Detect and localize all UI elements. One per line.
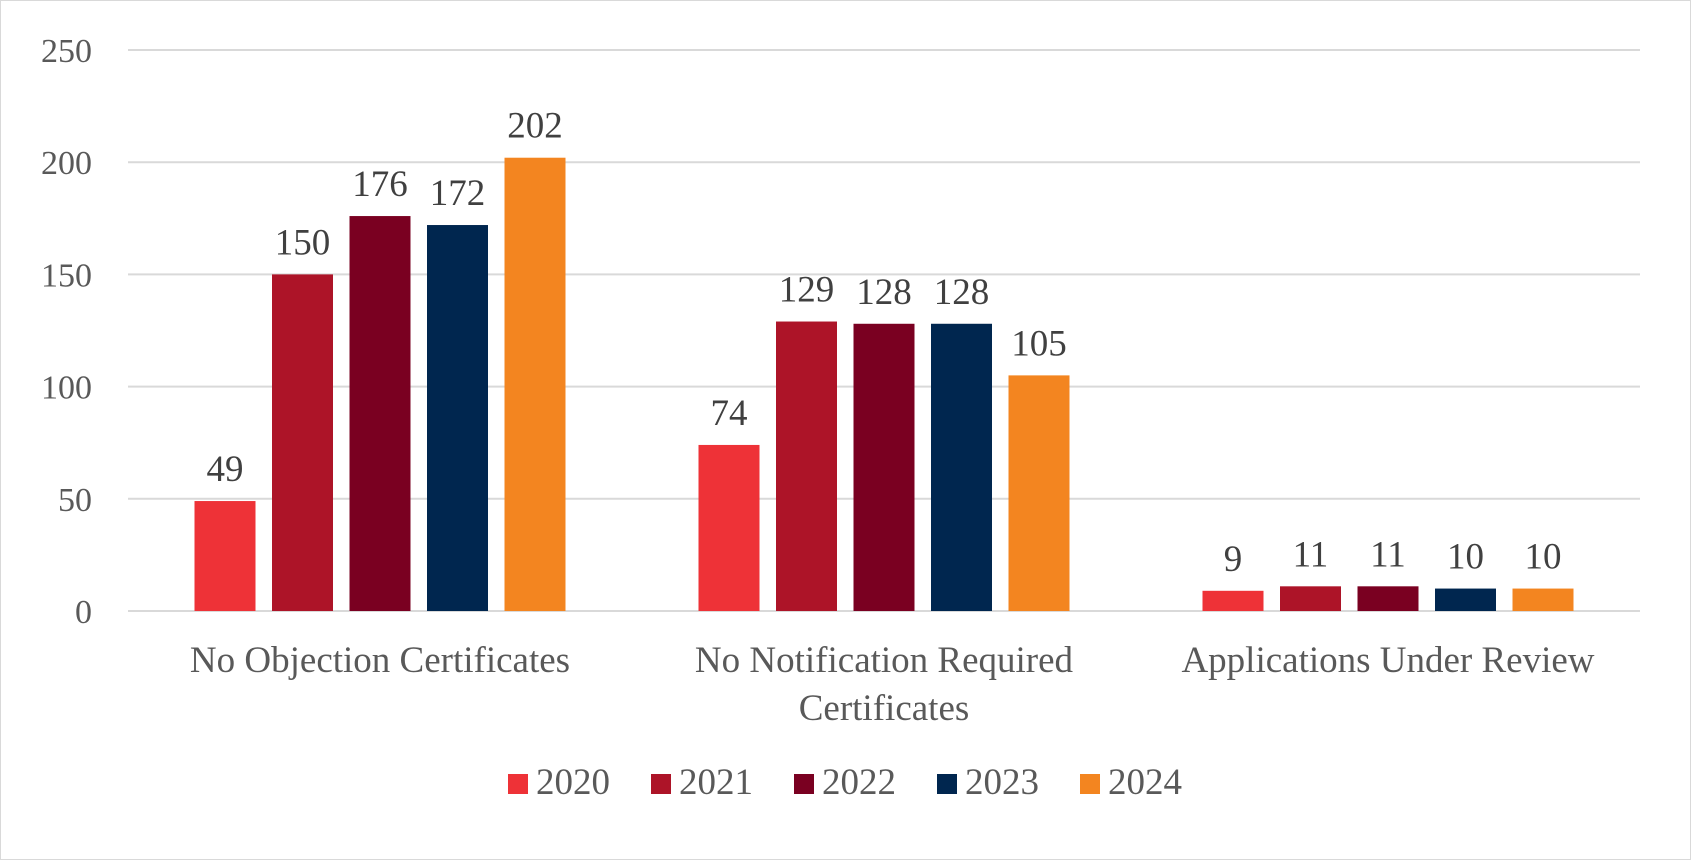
data-label-2022-cat0: 176	[352, 164, 408, 205]
y-tick-label-50: 50	[58, 482, 92, 519]
bar-2020-cat1	[698, 444, 760, 611]
legend-label-2022: 2022	[822, 762, 896, 803]
bar-2024-cat0	[504, 157, 566, 611]
data-label-2023-cat2: 10	[1447, 537, 1484, 578]
legend-label-2020: 2020	[536, 762, 610, 803]
legend-swatch-2023	[937, 774, 957, 794]
category-label-1-line1: Certificates	[799, 688, 970, 729]
data-label-2021-cat2: 11	[1293, 534, 1329, 575]
legend: 2020 2021 2022 2023 2024	[508, 762, 1182, 803]
y-tick-label-200: 200	[41, 145, 92, 182]
data-label-2022-cat1: 128	[856, 272, 912, 313]
category-label-1-line0: No Notification Required	[695, 640, 1074, 681]
data-label-2022-cat2: 11	[1370, 534, 1406, 575]
legend-swatch-2024	[1080, 774, 1100, 794]
bar-2020-cat2	[1202, 590, 1264, 611]
data-label-2024-cat1: 105	[1011, 323, 1067, 364]
bar-2022-cat2	[1357, 586, 1419, 611]
legend-swatch-2022	[794, 774, 814, 794]
data-label-2020-cat1: 74	[711, 393, 748, 434]
data-label-2024-cat2: 10	[1525, 537, 1562, 578]
category-label-0-line0: No Objection Certificates	[190, 640, 570, 681]
bar-2020-cat0	[194, 501, 256, 611]
data-labels: 49 150 176 172 202 74 129 128 128 105 9 11 11 10 10	[207, 106, 1562, 580]
data-label-2020-cat0: 49	[207, 449, 244, 490]
data-label-2021-cat0: 150	[275, 222, 331, 263]
bar-2024-cat1	[1008, 375, 1070, 611]
bar-2021-cat2	[1280, 586, 1341, 611]
data-label-2020-cat2: 9	[1224, 539, 1243, 580]
y-tick-label-100: 100	[41, 370, 92, 407]
data-label-2024-cat0: 202	[507, 106, 563, 147]
legend-swatch-2020	[508, 774, 528, 794]
bar-2022-cat0	[349, 216, 411, 611]
category-label-2-line0: Applications Under Review	[1181, 640, 1594, 681]
y-tick-label-250: 250	[41, 33, 92, 70]
bar-2023-cat2	[1435, 588, 1496, 611]
data-label-2023-cat0: 172	[430, 173, 486, 214]
data-label-2023-cat1: 128	[934, 272, 990, 313]
legend-label-2023: 2023	[965, 762, 1039, 803]
y-tick-label-0: 0	[75, 594, 92, 631]
bars	[194, 157, 1574, 612]
legend-label-2024: 2024	[1108, 762, 1182, 803]
y-tick-label-150: 150	[41, 257, 92, 294]
bar-2024-cat2	[1512, 588, 1574, 611]
bar-2021-cat1	[776, 321, 837, 611]
legend-swatch-2021	[651, 774, 671, 794]
legend-label-2021: 2021	[679, 762, 753, 803]
y-axis: 0 50 100 150 200 250	[41, 33, 92, 631]
bar-2022-cat1	[853, 323, 915, 611]
x-axis: No Objection Certificates No Notification…	[190, 640, 1595, 729]
bar-2023-cat0	[427, 225, 488, 612]
bar-2021-cat0	[272, 274, 333, 611]
bar-2023-cat1	[931, 323, 992, 611]
data-label-2021-cat1: 129	[779, 270, 835, 311]
